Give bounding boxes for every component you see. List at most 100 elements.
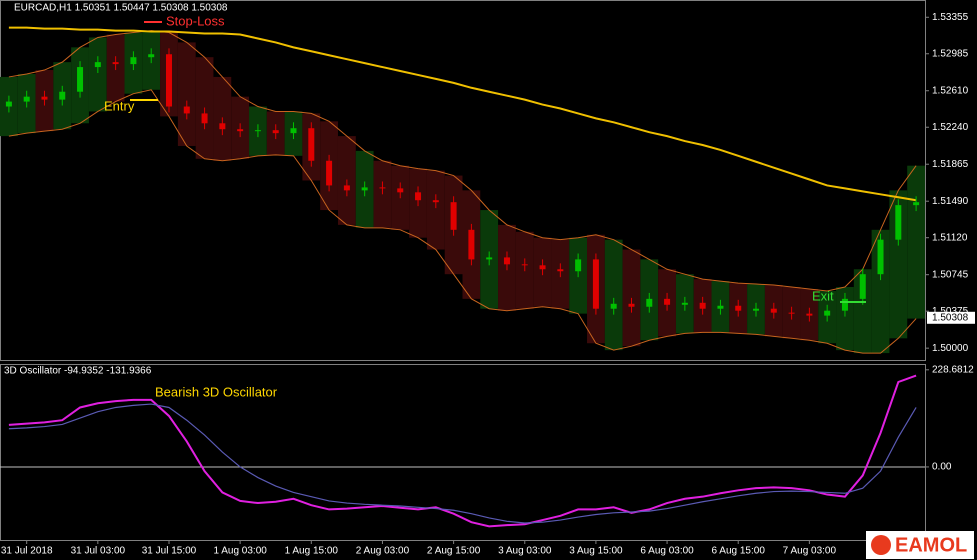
candle-body xyxy=(59,91,66,100)
x-tick-label: 6 Aug 15:00 xyxy=(712,546,766,557)
annotation: Exit xyxy=(812,288,834,303)
y-tick-label: 1.52610 xyxy=(932,85,969,96)
candle-body xyxy=(486,257,493,260)
oscillator-line xyxy=(8,403,917,524)
oscillator-pane-frame xyxy=(0,364,926,541)
candle-body xyxy=(397,188,404,193)
candle-body xyxy=(521,264,528,266)
band-fill xyxy=(88,37,107,112)
candle-body xyxy=(237,129,244,132)
price-tag: 1.50308 xyxy=(932,312,969,323)
candle-body xyxy=(219,123,226,130)
band-fill xyxy=(177,42,196,146)
candle-body xyxy=(877,239,884,275)
y-tick-label: 1.52985 xyxy=(932,48,969,59)
annotation: Stop-Loss xyxy=(166,13,225,28)
candle-body xyxy=(432,200,439,203)
x-tick-label: 1 Aug 03:00 xyxy=(213,546,267,557)
logo: EAMOL xyxy=(895,534,967,556)
x-tick-label: 31 Jul 15:00 xyxy=(142,546,197,557)
candle-body xyxy=(913,202,920,206)
band-fill xyxy=(853,269,872,354)
candle-body xyxy=(290,128,297,134)
band-fill xyxy=(426,170,445,250)
chart-title: EURCAD,H1 1.50351 1.50447 1.50308 1.5030… xyxy=(14,3,228,14)
annotation: Bearish 3D Oscillator xyxy=(155,384,278,399)
candle-body xyxy=(450,202,457,230)
x-tick-label: 3 Aug 03:00 xyxy=(498,546,552,557)
x-tick-label: 2 Aug 03:00 xyxy=(356,546,410,557)
candle-body xyxy=(130,57,137,65)
candle-body xyxy=(699,302,706,309)
y-tick-label: 1.51490 xyxy=(932,196,969,207)
x-tick-label: 1 Aug 15:00 xyxy=(285,546,339,557)
candle-body xyxy=(575,259,582,272)
candle-body xyxy=(41,96,48,100)
candle-body xyxy=(646,298,653,307)
candle-body xyxy=(717,305,724,309)
candle-body xyxy=(895,205,902,240)
candle-body xyxy=(112,62,119,65)
y-tick-label: 228.6812 xyxy=(932,364,974,375)
candle-body xyxy=(361,187,368,191)
main-pane-frame xyxy=(0,0,926,361)
candle-body xyxy=(539,265,546,270)
candle-body xyxy=(770,308,777,313)
candle-body xyxy=(610,303,617,309)
y-tick-label: 1.50000 xyxy=(932,343,969,354)
candle-body xyxy=(557,269,564,272)
candle-body xyxy=(859,274,866,299)
band-fill xyxy=(907,165,925,319)
candle-body xyxy=(165,54,172,107)
candle-body xyxy=(183,106,190,114)
x-tick-label: 7 Aug 03:00 xyxy=(783,546,837,557)
y-tick-label: 1.52240 xyxy=(932,122,969,133)
candle-body xyxy=(343,185,350,191)
annotation: Entry xyxy=(104,98,135,113)
candle-body xyxy=(77,67,84,92)
band-fill xyxy=(604,239,623,351)
candle-body xyxy=(664,298,671,305)
candle-body xyxy=(841,298,848,311)
y-tick-label: 1.51865 xyxy=(932,159,969,170)
band-fill xyxy=(889,190,908,339)
candle-body xyxy=(148,54,155,58)
candle-body xyxy=(468,229,475,260)
y-tick-label: 1.50375 xyxy=(932,306,969,317)
candle-body xyxy=(735,305,742,311)
y-tick-label: 0.00 xyxy=(932,462,952,473)
candle-body xyxy=(415,192,422,201)
x-tick-label: 31 Jul 2018 xyxy=(1,546,53,557)
x-tick-label: 2 Aug 15:00 xyxy=(427,546,481,557)
candle-body xyxy=(254,130,261,132)
candle-body xyxy=(788,312,795,314)
candle-body xyxy=(5,101,12,107)
candle-body xyxy=(201,113,208,124)
band-lower xyxy=(8,89,917,354)
candle-body xyxy=(272,130,279,134)
oscillator-title: 3D Oscillator -94.9352 -131.9366 xyxy=(4,366,152,377)
x-tick-label: 31 Jul 03:00 xyxy=(71,546,126,557)
band-fill xyxy=(871,229,890,354)
candle-body xyxy=(94,62,101,68)
oscillator-line xyxy=(8,374,917,528)
candle-body xyxy=(592,259,599,309)
candle-body xyxy=(628,303,635,307)
candle-body xyxy=(503,257,510,265)
x-tick-label: 3 Aug 15:00 xyxy=(569,546,623,557)
y-tick-label: 1.51120 xyxy=(932,232,968,243)
y-tick-label: 1.53355 xyxy=(932,12,969,23)
logo-icon xyxy=(871,535,891,555)
x-tick-label: 6 Aug 03:00 xyxy=(640,546,694,557)
y-tick-label: 1.50745 xyxy=(932,269,969,280)
candle-body xyxy=(806,313,813,316)
candle-body xyxy=(681,302,688,305)
candle-body xyxy=(753,308,760,311)
candle-body xyxy=(379,187,386,189)
moving-average xyxy=(8,26,917,202)
candle-body xyxy=(824,310,831,316)
candle-body xyxy=(308,128,315,161)
candle-body xyxy=(326,160,333,186)
